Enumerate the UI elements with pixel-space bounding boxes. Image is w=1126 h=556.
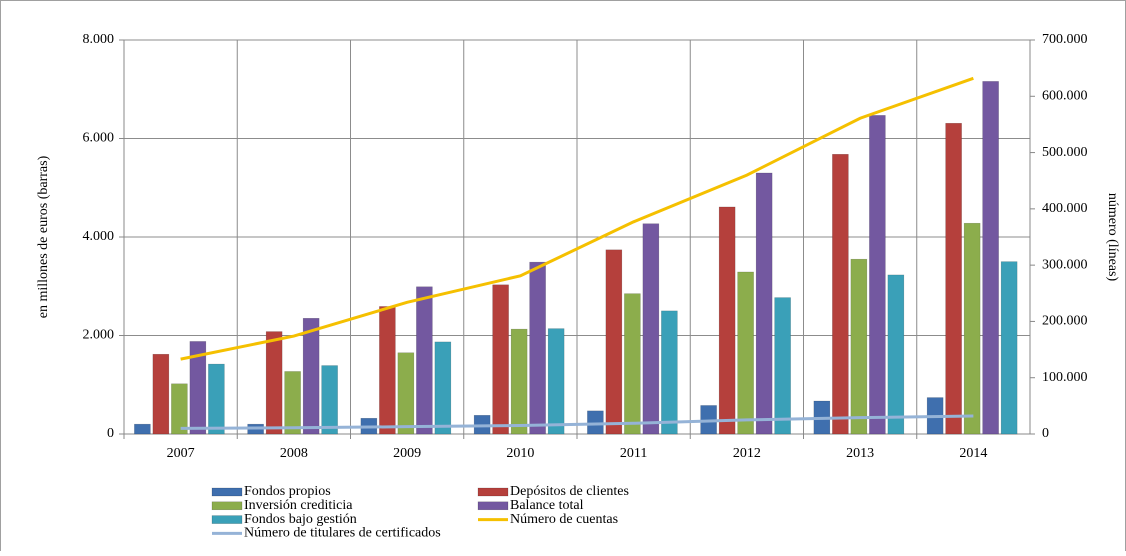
bar — [189, 341, 207, 435]
bar — [134, 423, 151, 435]
y-tick-label: 2.000 — [83, 328, 115, 343]
bar — [661, 310, 678, 435]
x-tick-label: 2014 — [959, 446, 987, 461]
y-tick-label: 0 — [107, 426, 114, 441]
bar — [737, 271, 754, 435]
bar — [850, 258, 868, 435]
bar — [642, 223, 660, 435]
y2-tick-label: 500.000 — [1042, 145, 1088, 160]
y2-axis-title: número (líneas) — [1105, 193, 1120, 282]
legend-label: Depósitos de clientes — [510, 484, 629, 499]
bar — [379, 306, 396, 435]
bar — [416, 286, 433, 435]
legend-label: Fondos bajo gestión — [244, 512, 357, 527]
bar — [718, 206, 736, 435]
x-tick-label: 2008 — [280, 446, 308, 461]
bar — [963, 222, 981, 435]
legend-swatch — [211, 501, 243, 511]
bar — [1000, 261, 1018, 435]
legend-swatch — [477, 501, 509, 511]
y2-tick-label: 600.000 — [1042, 89, 1088, 104]
y-tick-label: 8.000 — [83, 32, 115, 47]
y-tick-label: 4.000 — [83, 229, 115, 244]
legend-label: Número de cuentas — [510, 512, 618, 527]
y2-tick-label: 400.000 — [1042, 201, 1088, 216]
bar — [265, 331, 283, 435]
x-tick-label: 2010 — [506, 446, 534, 461]
legend-swatch — [211, 515, 243, 524]
bar — [547, 328, 565, 435]
x-tick-label: 2009 — [393, 446, 421, 461]
bar — [605, 249, 623, 435]
y-axis-title: en millones de euros (barras) — [36, 155, 51, 318]
bar — [321, 365, 338, 435]
y2-tick-label: 200.000 — [1042, 314, 1088, 329]
bar — [624, 293, 641, 435]
line — [180, 414, 974, 430]
bar — [397, 352, 415, 435]
legend-swatch — [477, 487, 509, 497]
bar — [302, 318, 320, 435]
x-tick-label: 2011 — [620, 446, 647, 461]
line — [180, 76, 974, 361]
legend-label: Balance total — [510, 498, 584, 513]
bar — [529, 261, 546, 435]
bar — [208, 363, 225, 435]
legend-swatch — [211, 487, 243, 497]
legend-label: Fondos propios — [244, 484, 331, 499]
bar — [587, 410, 604, 435]
bar — [510, 328, 528, 435]
legend-label: Número de titulares de certificados — [244, 526, 441, 541]
y2-tick-label: 100.000 — [1042, 370, 1088, 385]
x-tick-label: 2013 — [846, 446, 874, 461]
legend-label: Inversión crediticia — [244, 498, 353, 513]
y-tick-label: 6.000 — [83, 131, 115, 146]
bar — [832, 154, 849, 435]
y2-tick-label: 700.000 — [1042, 32, 1088, 47]
bar — [492, 284, 509, 435]
bar — [284, 371, 301, 435]
bar — [869, 115, 886, 435]
y2-tick-label: 300.000 — [1042, 257, 1088, 272]
x-tick-label: 2012 — [733, 446, 761, 461]
x-tick-label: 2007 — [167, 446, 195, 461]
bar — [887, 274, 905, 435]
bar — [774, 297, 791, 435]
bar — [945, 122, 962, 435]
bar — [152, 353, 170, 435]
bar — [755, 172, 773, 435]
bar — [982, 81, 999, 435]
bar — [434, 341, 452, 435]
bar — [171, 383, 188, 435]
y2-tick-label: 0 — [1042, 426, 1049, 441]
